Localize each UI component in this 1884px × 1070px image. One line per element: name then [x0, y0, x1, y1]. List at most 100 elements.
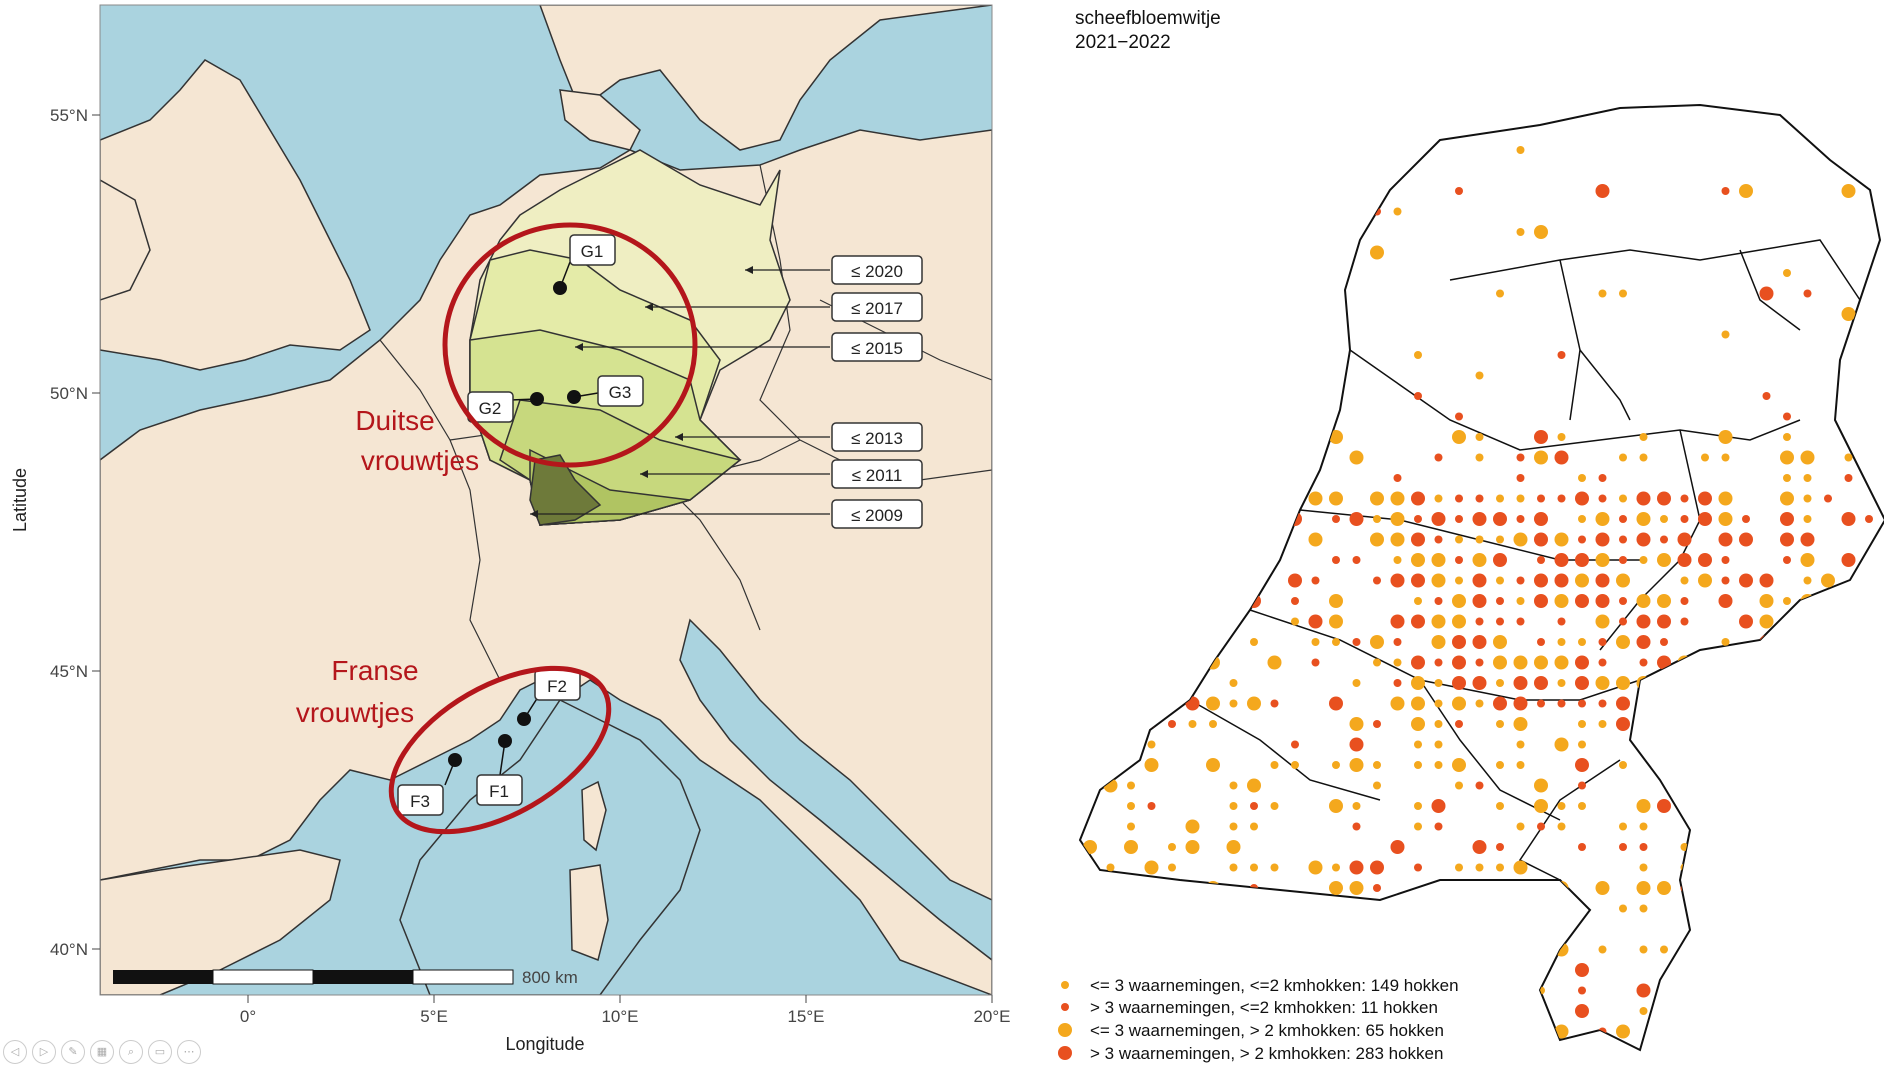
observation-dot: [1844, 761, 1853, 769]
observation-dot: [1414, 597, 1422, 605]
observation-dot: [1701, 679, 1709, 687]
observation-dot: [1759, 1004, 1774, 1018]
observation-dot: [1250, 802, 1258, 810]
observation-dot: [1414, 863, 1422, 872]
observation-dot: [1639, 433, 1648, 441]
land-sardinia: [569, 864, 609, 962]
observation-dot: [1455, 535, 1463, 544]
lat-tick: 55°N: [50, 106, 88, 125]
observation-dot: [1783, 884, 1791, 892]
observation-dot: [1803, 638, 1812, 646]
observation-dot: [1496, 617, 1504, 626]
observation-dot: [1742, 925, 1750, 933]
next-icon[interactable]: ▷: [32, 1040, 56, 1064]
observation-dot: [1841, 655, 1856, 670]
observation-dot: [1762, 945, 1771, 954]
observation-dot: [1680, 986, 1689, 995]
observation-dot: [1332, 515, 1340, 523]
observation-dot: [1800, 553, 1815, 567]
observation-dot: [1742, 515, 1750, 523]
observation-dot: [1250, 863, 1258, 872]
observation-dot: [1370, 860, 1384, 875]
observation-dot: [1349, 450, 1364, 465]
observation-dot: [1513, 860, 1528, 875]
year-2009: ≤ 2009: [530, 499, 923, 529]
observation-dot: [1434, 740, 1443, 749]
observation-dot: [1742, 986, 1750, 995]
lat-tick: 50°N: [50, 384, 88, 403]
pen-icon[interactable]: ✎: [61, 1040, 85, 1064]
observation-dot: [1209, 966, 1217, 974]
observation-dot: [1452, 594, 1466, 608]
observation-dot: [1841, 307, 1856, 321]
observation-dot: [1168, 863, 1176, 872]
legend-label: > 3 waarnemingen, <=2 kmhokken: 11 hokke…: [1090, 998, 1438, 1017]
year-label: ≤ 2017: [851, 299, 903, 318]
observation-dot: [1578, 720, 1586, 728]
observation-dot: [1144, 594, 1159, 608]
slides-icon[interactable]: ▦: [90, 1040, 114, 1064]
observation-dot: [1721, 822, 1730, 831]
sites: G1 G2 G3 F2 F1 F3: [397, 234, 644, 816]
observation-dot: [1496, 1007, 1504, 1015]
observation-dot: [1844, 720, 1853, 728]
observation-dot: [1127, 781, 1135, 790]
observation-dot: [1229, 617, 1238, 626]
observation-dot: [1780, 942, 1794, 957]
observation-dot: [1267, 471, 1282, 485]
observation-dot: [1127, 371, 1135, 380]
observation-dot: [1288, 450, 1302, 465]
observation-dot: [1636, 594, 1651, 608]
subtitle-icon[interactable]: ▭: [148, 1040, 172, 1064]
observation-dot: [1472, 676, 1487, 690]
observation-dot: [1493, 512, 1507, 526]
observation-dot: [1185, 573, 1200, 588]
observation-dot: [1247, 594, 1261, 608]
observation-dot: [1147, 515, 1156, 523]
observation-dot: [1598, 638, 1607, 646]
observation-dot: [1496, 966, 1504, 974]
observation-dot: [1226, 512, 1241, 526]
observation-dot: [1516, 474, 1525, 482]
observation-dot: [1578, 986, 1586, 995]
prev-icon[interactable]: ◁: [3, 1040, 27, 1064]
observation-dot: [1575, 594, 1589, 608]
observation-dot: [1844, 843, 1853, 851]
observation-dot: [1147, 904, 1156, 913]
observation-dot: [1332, 863, 1340, 872]
observation-dot: [1226, 840, 1241, 854]
scale-bar: 800 km: [113, 968, 578, 987]
observation-dot: [1803, 1027, 1812, 1036]
observation-dot: [1332, 638, 1340, 646]
more-icon[interactable]: ⋯: [177, 1040, 201, 1064]
observation-dot: [1472, 573, 1487, 588]
observation-dot: [1247, 450, 1261, 465]
observation-dot: [1393, 658, 1402, 667]
observation-dot: [1393, 166, 1402, 175]
lat-tick: 40°N: [50, 940, 88, 959]
observation-dot: [1534, 799, 1548, 813]
observation-dot: [1308, 532, 1323, 547]
observation-dot: [1185, 553, 1200, 567]
observation-dot: [1575, 655, 1589, 670]
observation-dot: [1472, 840, 1487, 854]
observation-dot: [1537, 822, 1545, 831]
observation-dot: [1329, 491, 1343, 506]
observation-dot: [1636, 635, 1651, 649]
zoom-icon[interactable]: ⌕: [119, 1040, 143, 1064]
observation-dot: [1414, 740, 1422, 749]
observation-dot: [1783, 740, 1791, 749]
site-label: G1: [581, 242, 604, 261]
observation-dot: [1619, 515, 1627, 523]
year-2017: ≤ 2017: [645, 292, 923, 322]
observation-dot: [1373, 761, 1381, 769]
observation-dot: [1534, 676, 1548, 690]
observation-dot: [1496, 802, 1504, 810]
land-iberia: [100, 849, 341, 995]
observation-dot: [1516, 597, 1525, 605]
observation-dot: [1783, 761, 1791, 769]
observation-dot: [1680, 699, 1689, 708]
observation-dot: [1083, 450, 1097, 465]
observation-dot: [1288, 573, 1302, 588]
observation-dot: [1291, 904, 1299, 913]
